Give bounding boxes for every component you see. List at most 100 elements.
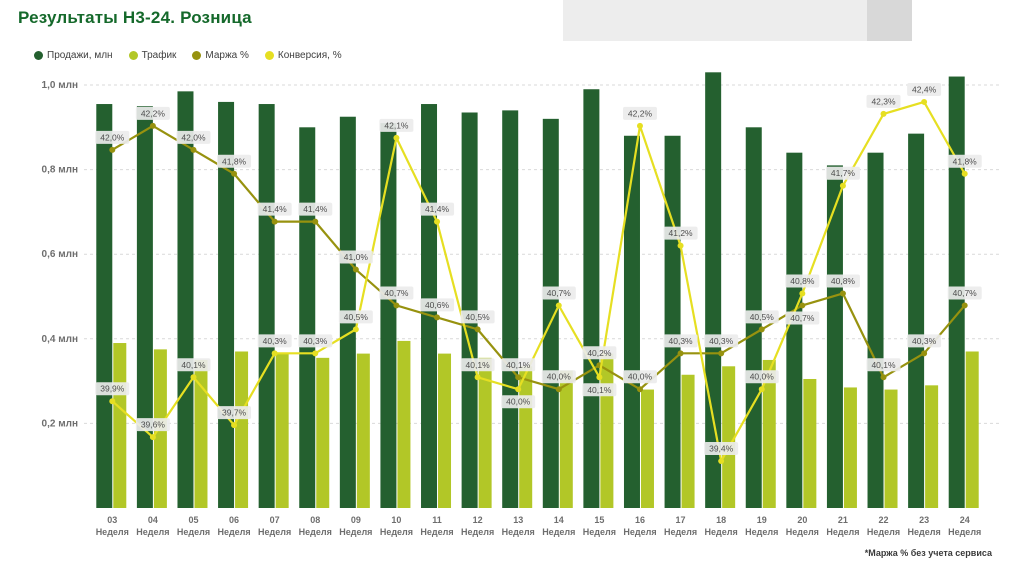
percent-label: 40,8% (831, 276, 856, 286)
x-axis-week-number: 19 (757, 515, 767, 525)
sales-bar[interactable] (583, 89, 600, 508)
data-point[interactable] (921, 350, 928, 357)
traffic-bar[interactable] (681, 374, 695, 508)
conversion-line[interactable] (109, 98, 968, 465)
data-point[interactable] (474, 326, 481, 333)
percent-label: 40,3% (263, 336, 288, 346)
sales-bar[interactable] (502, 110, 519, 508)
traffic-bar[interactable] (397, 340, 411, 508)
data-point[interactable] (555, 302, 562, 309)
data-point[interactable] (231, 422, 238, 429)
data-point[interactable] (149, 434, 156, 441)
percent-label: 40,1% (181, 360, 206, 370)
data-point[interactable] (271, 218, 278, 225)
data-point[interactable] (799, 290, 806, 297)
data-point[interactable] (839, 182, 846, 189)
x-axis-week-word: Неделя (217, 527, 250, 537)
traffic-bar[interactable] (235, 351, 249, 508)
traffic-bar[interactable] (356, 353, 370, 508)
data-point[interactable] (636, 386, 643, 393)
data-point[interactable] (393, 134, 400, 141)
data-point[interactable] (352, 266, 359, 273)
traffic-bar[interactable] (803, 378, 817, 508)
percent-label: 40,5% (344, 312, 369, 322)
data-point[interactable] (718, 458, 725, 465)
data-point[interactable] (677, 350, 684, 357)
legend-item[interactable]: Конверсия, % (264, 50, 342, 61)
data-point[interactable] (352, 326, 359, 333)
sales-bar[interactable] (623, 135, 640, 508)
sales-bar[interactable] (258, 104, 275, 508)
sales-bar[interactable] (299, 127, 316, 509)
data-point[interactable] (312, 350, 319, 357)
sales-bar[interactable] (664, 135, 681, 508)
traffic-bars[interactable] (113, 340, 979, 508)
sales-bar[interactable] (786, 152, 803, 508)
data-point[interactable] (515, 374, 522, 381)
data-point[interactable] (231, 170, 238, 177)
data-point[interactable] (271, 350, 278, 357)
data-point[interactable] (312, 218, 319, 225)
gridlines: 0,2 млн 0,4 млн 0,6 млн 0,8 млн 1,0 млн (42, 80, 999, 429)
legend-item[interactable]: Продажи, млн (34, 50, 113, 61)
data-point[interactable] (961, 170, 968, 177)
sales-bar[interactable] (908, 133, 925, 508)
data-point[interactable] (109, 398, 116, 405)
traffic-bar[interactable] (843, 387, 857, 508)
sales-bar[interactable] (177, 91, 194, 508)
traffic-bar[interactable] (478, 357, 492, 508)
traffic-bar[interactable] (519, 366, 533, 508)
data-point[interactable] (921, 98, 928, 105)
traffic-bar[interactable] (762, 359, 776, 508)
legend-item[interactable]: Трафик (128, 50, 176, 61)
data-point[interactable] (393, 302, 400, 309)
header-placeholder-cap (867, 0, 912, 41)
sales-bar[interactable] (542, 118, 559, 508)
data-point[interactable] (555, 386, 562, 393)
x-axis-week-word: Неделя (502, 527, 535, 537)
data-point[interactable] (880, 374, 887, 381)
percent-label: 42,3% (871, 96, 896, 106)
traffic-bar[interactable] (640, 389, 654, 508)
data-point[interactable] (109, 146, 116, 153)
sales-bar[interactable] (380, 123, 397, 508)
traffic-bar[interactable] (113, 343, 127, 508)
data-point[interactable] (515, 386, 522, 393)
traffic-bar[interactable] (194, 359, 208, 508)
data-point[interactable] (190, 146, 197, 153)
sales-bar[interactable] (96, 104, 113, 508)
data-point[interactable] (758, 326, 765, 333)
traffic-bar[interactable] (316, 357, 330, 508)
data-point[interactable] (434, 314, 441, 321)
data-point[interactable] (190, 374, 197, 381)
data-point[interactable] (961, 302, 968, 309)
traffic-bar[interactable] (438, 353, 452, 508)
percent-label: 40,7% (384, 288, 409, 298)
y-axis-tick-label: 0,2 млн (42, 418, 78, 429)
data-point[interactable] (434, 218, 441, 225)
traffic-bar[interactable] (559, 370, 573, 508)
data-point[interactable] (718, 350, 725, 357)
sales-bar[interactable] (826, 165, 843, 508)
sales-bar[interactable] (461, 112, 478, 509)
traffic-bar[interactable] (275, 353, 289, 508)
sales-bar[interactable] (867, 152, 884, 508)
data-point[interactable] (880, 110, 887, 117)
data-point[interactable] (799, 302, 806, 309)
sales-bar[interactable] (136, 106, 153, 509)
data-point[interactable] (149, 122, 156, 129)
margin-line[interactable] (109, 122, 968, 393)
data-point[interactable] (758, 386, 765, 393)
legend-item[interactable]: Маржа % (192, 50, 249, 61)
data-point[interactable] (839, 290, 846, 297)
traffic-bar[interactable] (925, 385, 939, 508)
data-point[interactable] (677, 242, 684, 249)
traffic-bar[interactable] (965, 351, 979, 508)
traffic-bar[interactable] (722, 366, 736, 508)
data-point[interactable] (636, 122, 643, 129)
data-point[interactable] (474, 374, 481, 381)
percent-label: 40,0% (628, 372, 653, 382)
data-point[interactable] (596, 374, 603, 381)
traffic-bar[interactable] (884, 389, 898, 508)
